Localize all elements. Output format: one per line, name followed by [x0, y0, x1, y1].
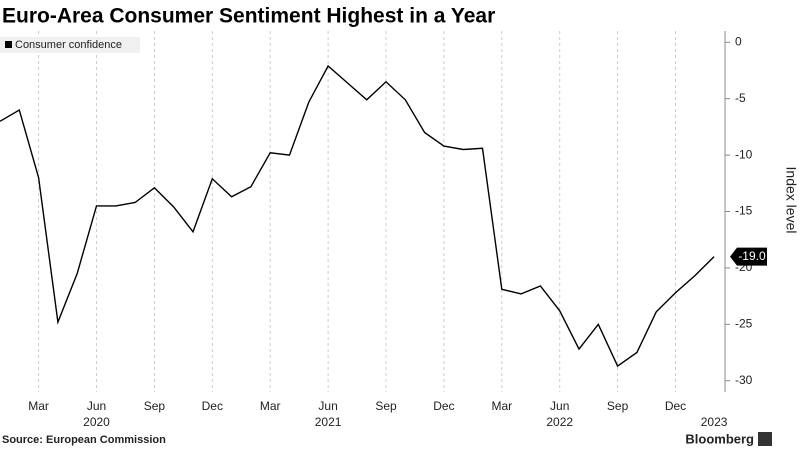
legend-swatch [5, 41, 12, 48]
x-tick-label: Sep [144, 399, 166, 413]
brand-logo [758, 432, 772, 446]
x-tick-label: Dec [202, 399, 223, 413]
x-year-label: 2022 [546, 415, 573, 429]
legend-box [0, 37, 140, 53]
brand: Bloomberg [685, 431, 754, 446]
x-tick-label: Jun [550, 399, 569, 413]
value-label: -19.0 [738, 249, 766, 263]
x-tick-label: Mar [260, 399, 281, 413]
value-label-box [730, 247, 767, 266]
x-tick-label: Mar [491, 399, 512, 413]
y-tick-label: -25 [735, 316, 753, 330]
y-axis-title: Index level [783, 167, 799, 234]
x-tick-label: Dec [433, 399, 454, 413]
y-tick-label: -15 [735, 204, 753, 218]
x-tick-label: Sep [375, 399, 397, 413]
y-tick-label: -5 [735, 91, 746, 105]
y-tick-label: -10 [735, 147, 753, 161]
source: Source: European Commission [2, 434, 166, 446]
x-tick-label: Dec [665, 399, 686, 413]
legend-label: Consumer confidence [15, 39, 122, 51]
x-year-label: 2020 [83, 415, 110, 429]
x-year-label: 2021 [315, 415, 342, 429]
x-year-label: 2023 [701, 415, 728, 429]
x-tick-label: Jun [87, 399, 106, 413]
x-tick-label: Sep [607, 399, 629, 413]
line [0, 64, 715, 368]
x-tick-label: Mar [28, 399, 49, 413]
y-tick-label: 0 [735, 34, 742, 48]
chart-title: Euro-Area Consumer Sentiment Highest in … [2, 5, 495, 28]
y-tick-label: -30 [735, 373, 753, 387]
x-tick-label: Jun [318, 399, 337, 413]
